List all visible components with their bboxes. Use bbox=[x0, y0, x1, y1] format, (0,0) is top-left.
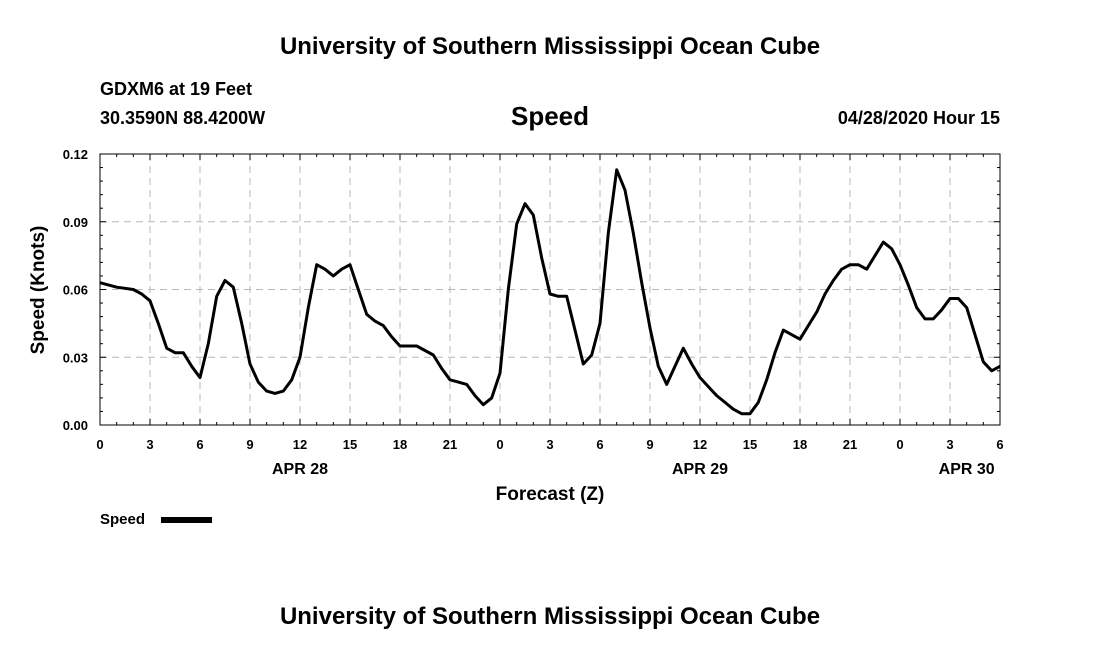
x-tick-label: 9 bbox=[246, 437, 253, 452]
grid bbox=[100, 154, 1000, 425]
x-tick-label: 9 bbox=[646, 437, 653, 452]
x-axis-title: Forecast (Z) bbox=[496, 484, 605, 505]
x-tick-label: 0 bbox=[896, 437, 903, 452]
x-tick-label: 12 bbox=[693, 437, 707, 452]
y-tick-label: 0.00 bbox=[63, 418, 88, 433]
day-label: APR 29 bbox=[672, 461, 728, 478]
y-tick-label: 0.12 bbox=[63, 147, 88, 162]
x-tick-label: 18 bbox=[793, 437, 807, 452]
x-tick-label: 3 bbox=[546, 437, 553, 452]
legend: Speed bbox=[100, 511, 212, 528]
location-label: 30.3590N 88.4200W bbox=[100, 108, 265, 128]
x-axis-ticks: 0 3 6 9 12 15 18 21 0 3 6 9 12 15 18 21 0 3 6 bbox=[96, 437, 1003, 452]
y-tick-label: 0.03 bbox=[63, 350, 88, 365]
x-tick-label: 3 bbox=[146, 437, 153, 452]
title-top: University of Southern Mississippi Ocean… bbox=[280, 33, 820, 60]
x-tick-label: 6 bbox=[596, 437, 603, 452]
day-label: APR 28 bbox=[272, 461, 328, 478]
x-tick-label: 18 bbox=[393, 437, 407, 452]
x-tick-label: 15 bbox=[343, 437, 357, 452]
day-labels: APR 28 APR 29 APR 30 bbox=[272, 461, 995, 478]
y-axis-title: Speed (Knots) bbox=[28, 226, 49, 355]
x-tick-label: 6 bbox=[996, 437, 1003, 452]
legend-swatch bbox=[161, 517, 212, 523]
series-layer bbox=[99, 168, 1001, 416]
y-tick-label: 0.09 bbox=[63, 215, 88, 230]
title-bottom: University of Southern Mississippi Ocean… bbox=[280, 603, 820, 630]
chart-title: Speed bbox=[511, 101, 589, 131]
x-tick-label: 6 bbox=[196, 437, 203, 452]
y-tick-label: 0.06 bbox=[63, 283, 88, 298]
x-tick-label: 0 bbox=[96, 437, 103, 452]
day-label: APR 30 bbox=[939, 461, 995, 478]
legend-label: Speed bbox=[100, 511, 145, 528]
timestamp-label: 04/28/2020 Hour 15 bbox=[838, 108, 1000, 128]
x-tick-label: 0 bbox=[496, 437, 503, 452]
x-tick-label: 21 bbox=[443, 437, 457, 452]
x-tick-label: 12 bbox=[293, 437, 307, 452]
x-tick-label: 21 bbox=[843, 437, 857, 452]
series-line-speed bbox=[99, 168, 1001, 416]
x-tick-label: 15 bbox=[743, 437, 757, 452]
plot-frame bbox=[99, 153, 1001, 426]
x-tick-label: 3 bbox=[946, 437, 953, 452]
station-label: GDXM6 at 19 Feet bbox=[100, 79, 252, 99]
y-axis-ticks: 0.00 0.03 0.06 0.09 0.12 bbox=[63, 147, 88, 433]
